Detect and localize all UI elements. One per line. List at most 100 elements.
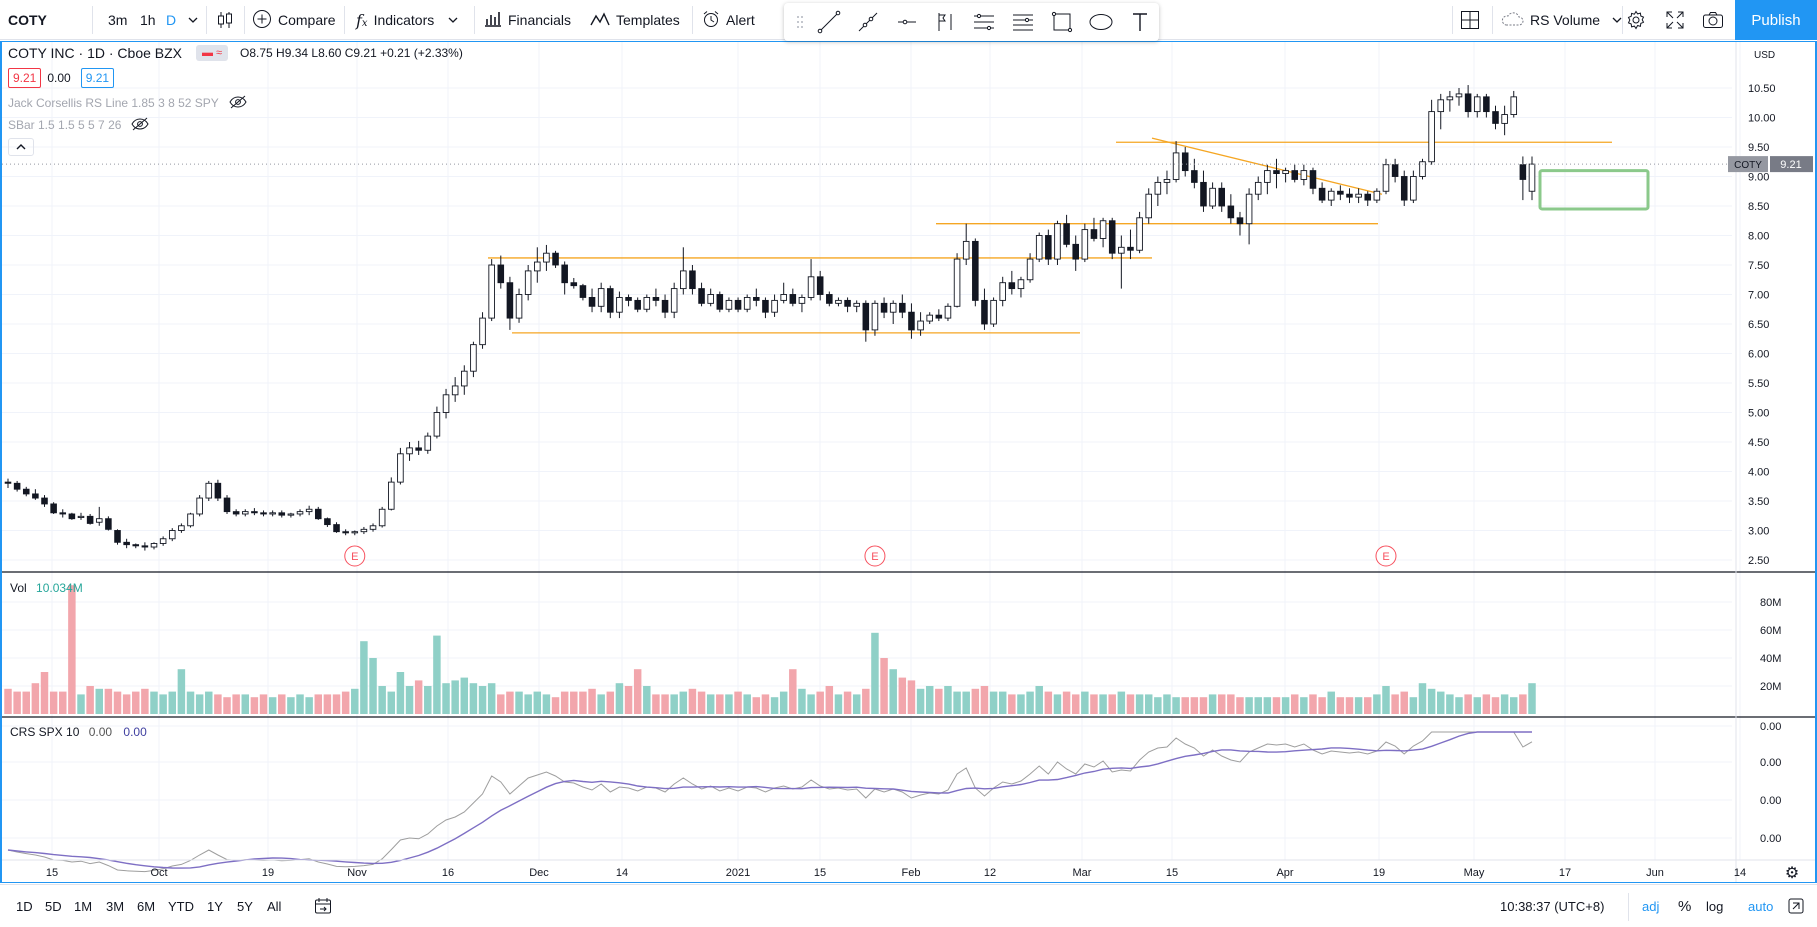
earnings-marker bbox=[864, 545, 886, 567]
candle-body bbox=[926, 314, 933, 322]
horizontal-ray-tool-icon[interactable] bbox=[887, 3, 926, 41]
candle-body bbox=[59, 512, 67, 515]
candle-body bbox=[1108, 220, 1116, 254]
trend-line-tool-icon[interactable] bbox=[810, 3, 849, 41]
candle-body bbox=[1172, 152, 1180, 180]
ellipse-tool-icon[interactable] bbox=[1081, 3, 1120, 41]
candle-body bbox=[241, 511, 249, 515]
collapse-legend-button[interactable] bbox=[8, 138, 34, 156]
alert-button[interactable]: Alert bbox=[702, 0, 755, 40]
eye-off-icon[interactable] bbox=[131, 117, 149, 134]
eye-off-icon[interactable] bbox=[229, 95, 247, 112]
volume-bar bbox=[250, 697, 259, 714]
interval-3m[interactable]: 3m bbox=[108, 12, 128, 28]
legend-title[interactable]: COTY INC · 1D · Cboe BZX bbox=[8, 45, 183, 61]
divider bbox=[206, 6, 207, 34]
volume-bar bbox=[186, 691, 195, 714]
publish-button[interactable]: Publish bbox=[1735, 0, 1817, 40]
chart-canvas[interactable]: 10.50 10.00 9.50 9.00 8.50 8.00 7.50 7.00 6.50 6.… bbox=[2, 42, 1815, 882]
candle-body bbox=[1455, 93, 1463, 98]
volume-label[interactable]: Vol bbox=[10, 581, 27, 595]
range-1d[interactable]: 1D bbox=[16, 898, 33, 914]
financials-button[interactable]: Financials bbox=[484, 0, 571, 40]
grid bbox=[2, 42, 1741, 860]
legend-icon-button[interactable]: ▬ ≈ bbox=[196, 45, 229, 61]
candle-body bbox=[1364, 193, 1372, 201]
volume-bar bbox=[1455, 697, 1463, 714]
volume-bar bbox=[341, 691, 350, 714]
candle-body bbox=[278, 512, 286, 516]
fib-retracement-tool-icon[interactable] bbox=[1004, 3, 1043, 41]
log-toggle[interactable]: log bbox=[1706, 898, 1724, 914]
volume-bar bbox=[59, 691, 67, 714]
price-tick-label: 4.00 bbox=[1748, 467, 1769, 479]
volume-bar bbox=[1418, 683, 1427, 714]
text-tool-icon[interactable] bbox=[1120, 3, 1159, 41]
range-5y[interactable]: 5Y bbox=[237, 898, 253, 914]
candle-body bbox=[388, 481, 395, 510]
flag-tool-icon[interactable] bbox=[926, 3, 965, 41]
candle-body bbox=[269, 512, 276, 515]
candle-body bbox=[889, 302, 897, 313]
time-tick-label: Feb bbox=[902, 867, 921, 879]
indicators-label: Indicators bbox=[373, 12, 435, 28]
layout-grid-icon[interactable] bbox=[1460, 0, 1480, 40]
parallel-channel-tool-icon[interactable] bbox=[965, 3, 1004, 41]
rectangle-tool-icon[interactable] bbox=[1043, 3, 1082, 41]
volume-bar bbox=[1062, 691, 1071, 714]
range-all[interactable]: All bbox=[267, 898, 282, 914]
range-1y[interactable]: 1Y bbox=[207, 898, 223, 914]
range-6m[interactable]: 6M bbox=[137, 898, 156, 914]
percent-toggle[interactable]: % bbox=[1678, 897, 1692, 915]
candle-body bbox=[397, 453, 404, 483]
candle-body bbox=[1391, 164, 1399, 177]
rs-volume-button[interactable]: RS Volume bbox=[1500, 0, 1622, 40]
candle-body bbox=[1419, 161, 1426, 177]
time-tick-label: Dec bbox=[529, 867, 549, 879]
ray-tool-icon[interactable] bbox=[849, 3, 888, 41]
candle-body bbox=[1327, 190, 1335, 201]
earnings-marker bbox=[1375, 545, 1397, 567]
crs-label[interactable]: CRS SPX 10 bbox=[10, 725, 80, 739]
range-3m[interactable]: 3M bbox=[106, 898, 125, 914]
camera-icon[interactable] bbox=[1702, 0, 1724, 40]
chart-area[interactable]: 10.50 10.00 9.50 9.00 8.50 8.00 7.50 7.00 6.50 6.… bbox=[0, 41, 1817, 883]
currency-label: USD bbox=[1754, 50, 1775, 61]
chart-settings-icon[interactable] bbox=[1788, 885, 1804, 927]
range-5d[interactable]: 5D bbox=[45, 898, 62, 914]
interval-chevron-down-icon[interactable] bbox=[188, 0, 198, 40]
auto-toggle[interactable]: auto bbox=[1748, 898, 1774, 914]
candle-body bbox=[214, 482, 222, 499]
drag-handle-icon[interactable] bbox=[790, 3, 810, 41]
interval-d[interactable]: D bbox=[166, 12, 177, 28]
gear-icon: ⚙ bbox=[1785, 865, 1799, 882]
symbol-search[interactable]: COTY bbox=[8, 12, 47, 28]
range-ytd[interactable]: YTD bbox=[168, 898, 194, 914]
candle-body bbox=[168, 530, 176, 540]
indicators-button[interactable]: fx Indicators bbox=[356, 0, 458, 40]
volume-bar bbox=[287, 697, 295, 714]
volume-bar bbox=[1008, 694, 1016, 714]
candles-icon[interactable] bbox=[216, 0, 234, 40]
indicator-rs-line-label[interactable]: Jack Corsellis RS Line 1.85 3 8 52 SPY bbox=[8, 96, 219, 110]
volume-bar bbox=[688, 688, 697, 714]
volume-bar bbox=[314, 694, 323, 714]
candle-body bbox=[561, 264, 568, 284]
indicator-sbar-label[interactable]: SBar 1.5 1.5 5 5 7 26 bbox=[8, 118, 122, 132]
candle-body bbox=[962, 240, 970, 260]
candle-body bbox=[351, 531, 359, 534]
interval-1h[interactable]: 1h bbox=[140, 12, 156, 28]
volume-bar bbox=[916, 688, 925, 714]
volume-bar bbox=[1382, 686, 1390, 714]
price-tick-label: 7.50 bbox=[1748, 260, 1769, 272]
volume-bar bbox=[1190, 697, 1199, 714]
clock-readout[interactable]: 10:38:37 (UTC+8) bbox=[1500, 898, 1605, 914]
adj-toggle[interactable]: adj bbox=[1642, 898, 1660, 914]
fullscreen-icon[interactable] bbox=[1666, 0, 1684, 40]
range-1m[interactable]: 1M bbox=[74, 898, 93, 914]
gear-icon[interactable] bbox=[1626, 0, 1646, 40]
calendar-icon[interactable] bbox=[314, 885, 332, 927]
templates-button[interactable]: Templates bbox=[590, 0, 680, 40]
compare-button[interactable]: Compare bbox=[252, 0, 336, 40]
